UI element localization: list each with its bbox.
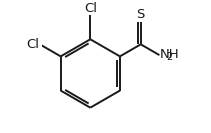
Text: Cl: Cl bbox=[26, 38, 39, 51]
Text: S: S bbox=[137, 8, 145, 21]
Text: Cl: Cl bbox=[84, 2, 97, 15]
Text: NH: NH bbox=[160, 48, 180, 61]
Text: 2: 2 bbox=[166, 52, 172, 62]
